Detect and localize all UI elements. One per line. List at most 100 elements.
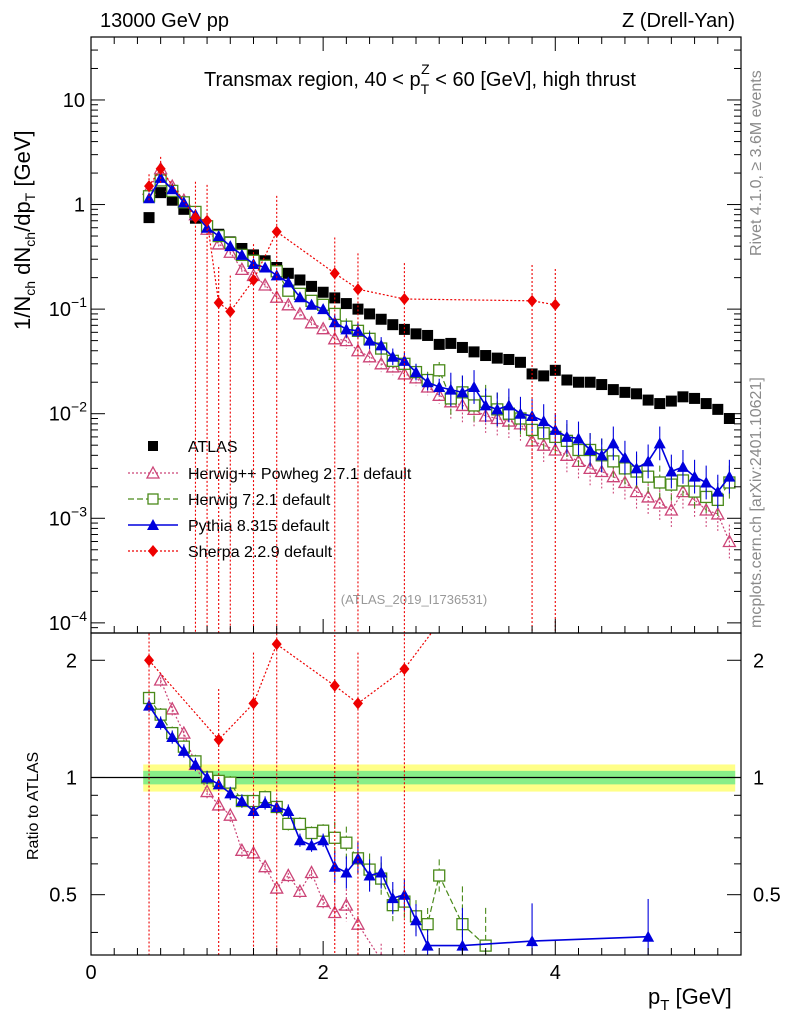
pythia-point <box>363 334 376 346</box>
herwigpp-line <box>148 167 730 542</box>
atlas-point <box>631 388 643 400</box>
atlas-point <box>375 313 387 325</box>
legend-label-herwigpp: Herwig++ Powheg 2.7.1 default <box>188 466 412 483</box>
atlas-point <box>596 379 608 391</box>
sherpa-point <box>352 283 363 296</box>
atlas-point <box>712 403 724 415</box>
header-right: Z (Drell-Yan) <box>622 10 735 32</box>
pythia-ratio-point <box>375 866 388 878</box>
pythia-point <box>433 381 446 393</box>
sherpa-point <box>550 298 561 311</box>
atlas-point <box>410 328 422 340</box>
pythia-point <box>618 451 631 463</box>
y-axis-label-ratio: Ratio to ATLAS <box>25 752 42 860</box>
main-plot-area <box>141 156 737 633</box>
atlas-point <box>561 374 573 386</box>
pythia-ratio-point <box>224 787 237 799</box>
herwigpp-ratio-point <box>234 842 249 856</box>
herwigpp-point <box>675 484 691 498</box>
herwigpp-ratio-point <box>327 905 342 919</box>
herwig7-ratio-point <box>224 776 237 789</box>
herwigpp-point <box>594 464 609 478</box>
pythia-point <box>630 462 643 474</box>
pythia-point <box>688 470 701 482</box>
herwigpp-point <box>629 484 644 498</box>
herwig7-ratio-point <box>293 817 307 831</box>
atlas-point <box>422 329 434 341</box>
sherpa-point <box>213 296 224 309</box>
atlas-point <box>236 242 248 254</box>
pythia-point <box>282 276 295 288</box>
main-y-tick-label: 1 <box>74 195 85 217</box>
herwigpp-ratio-point <box>165 701 180 715</box>
atlas-point <box>689 392 701 404</box>
herwigpp-point <box>722 534 737 548</box>
herwig7-ratio-point <box>421 918 434 931</box>
mcplots-label: mcplots.cern.ch [arXiv:2401.10621] <box>748 377 765 628</box>
ratio-plot-area <box>91 633 741 955</box>
atlas-point <box>654 398 666 410</box>
x-tick-label: 4 <box>550 962 561 984</box>
pythia-ratio-point <box>201 771 214 783</box>
herwigpp-point <box>223 244 238 258</box>
herwigpp-point <box>304 315 319 329</box>
pythia-point <box>491 403 504 415</box>
pythia-ratio-point <box>410 914 422 926</box>
herwigpp-ratio-point <box>292 883 308 897</box>
ratio-y-tick-label: 1 <box>66 767 77 789</box>
herwigpp-ratio-point <box>350 916 366 930</box>
pythia-point <box>537 415 550 427</box>
pythia-point <box>526 410 539 422</box>
pythia-point <box>166 183 179 195</box>
herwig7-point <box>433 364 446 377</box>
legend-marker-herwigpp <box>145 465 161 479</box>
herwigpp-point <box>258 277 273 291</box>
pythia-ratio-point <box>305 839 318 851</box>
pythia-ratio-point <box>143 699 156 711</box>
pythia-point <box>235 248 248 260</box>
atlas-point <box>642 394 654 406</box>
pythia-point <box>444 383 457 395</box>
herwigpp-ratio-point <box>304 865 319 879</box>
legend-label-pythia: Pythia 8.315 default <box>188 518 330 535</box>
sherpa-ratio-point <box>271 638 282 651</box>
pythia-ratio-point <box>386 892 399 904</box>
pythia-point <box>224 240 237 252</box>
pythia-ratio-line <box>148 705 649 947</box>
herwigpp-ratio-point <box>199 784 215 798</box>
main-y-tick-label: 10−1 <box>49 294 87 321</box>
pythia-ratio-point <box>177 744 190 756</box>
herwigpp-point <box>397 366 412 380</box>
herwigpp-point <box>641 489 656 503</box>
pythia-point <box>340 323 353 335</box>
pythia-point <box>584 443 597 455</box>
herwigpp-point <box>583 461 598 475</box>
atlas-point <box>607 384 619 396</box>
pythia-ratio-point <box>421 939 434 951</box>
pythia-point <box>468 381 481 393</box>
header-left: 13000 GeV pp <box>100 10 229 32</box>
pythia-point <box>676 460 689 472</box>
sherpa-point <box>248 273 259 286</box>
herwigpp-point <box>362 349 377 363</box>
sherpa-line <box>148 167 556 313</box>
legend-label-herwig7: Herwig 7.2.1 default <box>188 492 331 509</box>
main-y-tick-label: 10−2 <box>49 399 87 426</box>
atlas-point <box>665 395 677 407</box>
herwigpp-point <box>699 502 714 516</box>
herwigpp-ratio-point <box>153 672 168 686</box>
pythia-point <box>514 407 527 419</box>
atlas-point <box>340 298 352 310</box>
chart-title: Transmax region, 40 < pTZ < 60 [GeV], hi… <box>204 61 636 97</box>
pythia-point <box>653 437 666 449</box>
herwigpp-ratio-line <box>160 679 379 955</box>
atlas-point <box>584 376 596 388</box>
atlas-point <box>155 187 167 199</box>
herwigpp-point <box>327 331 342 345</box>
atlas-point <box>306 280 318 292</box>
sherpa-point <box>399 292 410 305</box>
herwigpp-point <box>710 506 725 520</box>
pythia-point <box>293 291 306 303</box>
pythia-ratio-point <box>189 758 202 770</box>
